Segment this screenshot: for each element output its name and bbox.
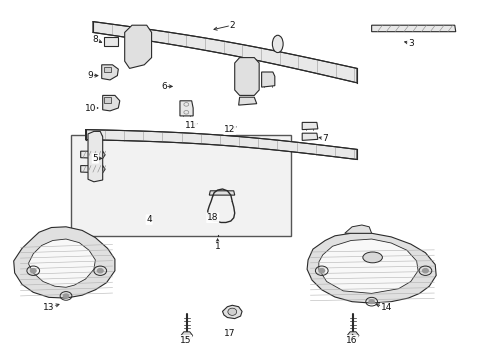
Circle shape	[368, 300, 373, 303]
Circle shape	[422, 269, 427, 273]
Polygon shape	[180, 101, 193, 116]
Circle shape	[318, 269, 324, 273]
Polygon shape	[306, 233, 435, 303]
Polygon shape	[261, 72, 274, 87]
Polygon shape	[28, 239, 95, 287]
Polygon shape	[181, 332, 192, 339]
Text: 3: 3	[407, 39, 413, 48]
Polygon shape	[344, 225, 371, 233]
Text: 16: 16	[346, 336, 357, 345]
Text: 13: 13	[43, 303, 55, 312]
Polygon shape	[93, 22, 356, 83]
Polygon shape	[302, 133, 317, 140]
Text: 11: 11	[184, 122, 196, 130]
Polygon shape	[81, 166, 105, 173]
Polygon shape	[102, 65, 118, 80]
Circle shape	[63, 294, 68, 298]
Text: 9: 9	[87, 71, 93, 80]
Circle shape	[30, 269, 36, 273]
Polygon shape	[124, 25, 151, 68]
Polygon shape	[14, 227, 115, 298]
Polygon shape	[318, 239, 417, 293]
Polygon shape	[81, 151, 105, 158]
Text: 18: 18	[206, 213, 218, 222]
Polygon shape	[209, 191, 234, 195]
Polygon shape	[346, 332, 358, 339]
Polygon shape	[104, 37, 118, 46]
Polygon shape	[104, 67, 111, 72]
Polygon shape	[234, 58, 259, 95]
Text: 12: 12	[224, 125, 235, 134]
Polygon shape	[85, 130, 356, 159]
Text: 1: 1	[214, 242, 220, 251]
Text: 4: 4	[146, 215, 152, 224]
Ellipse shape	[362, 252, 382, 263]
Polygon shape	[104, 97, 111, 103]
Circle shape	[97, 269, 103, 273]
Text: 15: 15	[180, 336, 191, 345]
Text: 5: 5	[92, 154, 98, 163]
Ellipse shape	[227, 308, 236, 315]
Polygon shape	[238, 97, 256, 105]
Ellipse shape	[272, 35, 283, 53]
Text: 10: 10	[84, 104, 96, 112]
Polygon shape	[88, 131, 102, 182]
Polygon shape	[302, 122, 317, 130]
Polygon shape	[102, 95, 120, 111]
Text: 2: 2	[229, 21, 235, 30]
Polygon shape	[222, 305, 242, 319]
Text: 7: 7	[322, 134, 327, 143]
Text: 17: 17	[224, 328, 235, 338]
Text: 8: 8	[92, 35, 98, 44]
Bar	[71, 135, 290, 236]
Text: 14: 14	[380, 303, 391, 312]
Polygon shape	[371, 25, 455, 32]
Text: 6: 6	[161, 82, 166, 91]
